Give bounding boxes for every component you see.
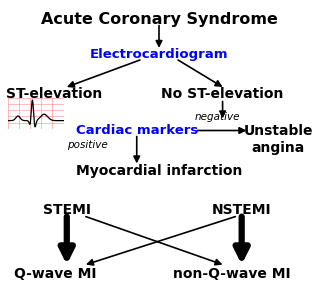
Text: non-Q-wave MI: non-Q-wave MI xyxy=(173,268,291,281)
Text: No ST-elevation: No ST-elevation xyxy=(162,88,284,101)
Text: Acute Coronary Syndrome: Acute Coronary Syndrome xyxy=(41,12,277,27)
Text: Unstable
angina: Unstable angina xyxy=(244,124,313,154)
Text: negative: negative xyxy=(194,112,240,122)
Text: positive: positive xyxy=(67,140,108,150)
Text: STEMI: STEMI xyxy=(43,203,91,217)
Text: Myocardial infarction: Myocardial infarction xyxy=(76,164,242,178)
Text: Electrocardiogram: Electrocardiogram xyxy=(90,47,228,61)
Text: ST-elevation: ST-elevation xyxy=(6,88,102,101)
Text: Q-wave MI: Q-wave MI xyxy=(14,268,97,281)
Text: Cardiac markers: Cardiac markers xyxy=(76,124,198,137)
Text: NSTEMI: NSTEMI xyxy=(212,203,272,217)
